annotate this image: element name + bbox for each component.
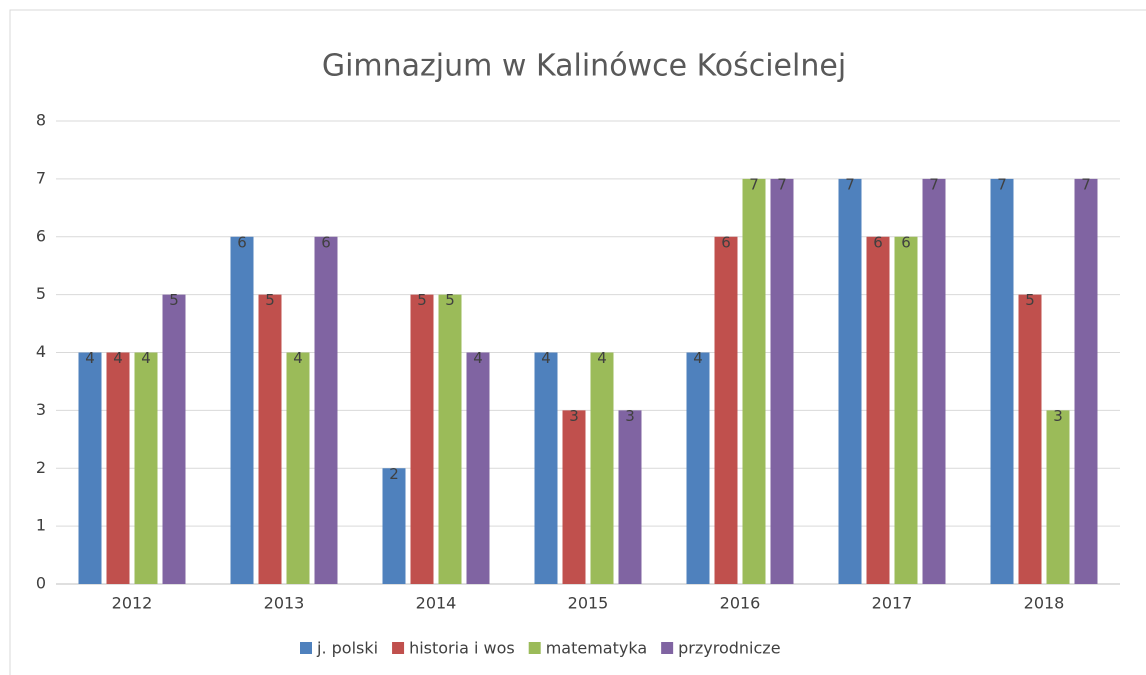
data-label: 6 bbox=[901, 233, 911, 251]
x-tick-label: 2014 bbox=[416, 594, 457, 613]
chart-title: Gimnazjum w Kalinówce Kościelnej bbox=[322, 49, 846, 84]
bar bbox=[258, 294, 282, 584]
y-tick-label: 6 bbox=[36, 226, 46, 245]
bar bbox=[230, 236, 254, 584]
data-label: 7 bbox=[1081, 175, 1091, 193]
bar bbox=[382, 468, 406, 584]
data-label: 5 bbox=[1025, 291, 1035, 309]
data-label: 3 bbox=[1053, 407, 1063, 425]
data-label: 6 bbox=[237, 233, 247, 251]
bar bbox=[590, 352, 614, 584]
y-tick-label: 5 bbox=[36, 284, 46, 303]
data-label: 4 bbox=[141, 349, 151, 367]
bar bbox=[466, 352, 490, 584]
data-label: 2 bbox=[389, 465, 399, 483]
x-tick-label: 2016 bbox=[720, 594, 761, 613]
data-label: 7 bbox=[777, 175, 787, 193]
legend-swatch bbox=[661, 642, 674, 654]
x-tick-label: 2018 bbox=[1024, 594, 1065, 613]
bar bbox=[534, 352, 558, 584]
legend-label: historia i wos bbox=[409, 639, 515, 658]
data-label: 6 bbox=[721, 233, 731, 251]
bar bbox=[438, 294, 462, 584]
legend-label: j. polski bbox=[316, 639, 378, 658]
y-tick-label: 8 bbox=[36, 111, 46, 130]
bar bbox=[286, 352, 310, 584]
bar bbox=[770, 178, 794, 584]
bar bbox=[618, 410, 642, 584]
data-label: 6 bbox=[873, 233, 883, 251]
bar bbox=[162, 294, 186, 584]
y-tick-label: 4 bbox=[36, 342, 46, 361]
bar bbox=[742, 178, 766, 584]
data-label: 5 bbox=[417, 291, 427, 309]
y-tick-label: 1 bbox=[36, 516, 46, 535]
data-label: 7 bbox=[929, 175, 939, 193]
data-label: 5 bbox=[265, 291, 275, 309]
x-tick-label: 2015 bbox=[568, 594, 609, 613]
bar bbox=[78, 352, 102, 584]
data-label: 5 bbox=[169, 291, 179, 309]
data-label: 4 bbox=[113, 349, 123, 367]
bar bbox=[838, 178, 862, 584]
bar bbox=[990, 178, 1014, 584]
x-tick-label: 2012 bbox=[112, 594, 153, 613]
data-label: 5 bbox=[445, 291, 455, 309]
bar bbox=[106, 352, 130, 584]
data-label: 3 bbox=[625, 407, 635, 425]
bar bbox=[134, 352, 158, 584]
data-label: 4 bbox=[597, 349, 607, 367]
bar bbox=[1018, 294, 1042, 584]
data-label: 4 bbox=[293, 349, 303, 367]
bar bbox=[1046, 410, 1070, 584]
bar bbox=[562, 410, 586, 584]
data-label: 4 bbox=[85, 349, 95, 367]
bar bbox=[314, 236, 338, 584]
y-tick-label: 0 bbox=[36, 574, 46, 593]
bar bbox=[922, 178, 946, 584]
bar bbox=[866, 236, 890, 584]
bar bbox=[686, 352, 710, 584]
y-tick-label: 2 bbox=[36, 458, 46, 477]
bar bbox=[1074, 178, 1098, 584]
bar bbox=[714, 236, 738, 584]
data-label: 4 bbox=[541, 349, 551, 367]
data-label: 6 bbox=[321, 233, 331, 251]
y-tick-label: 3 bbox=[36, 400, 46, 419]
data-label: 4 bbox=[693, 349, 703, 367]
x-tick-label: 2013 bbox=[264, 594, 305, 613]
data-label: 3 bbox=[569, 407, 579, 425]
legend-label: matematyka bbox=[546, 639, 647, 658]
legend-swatch bbox=[392, 642, 405, 654]
y-tick-label: 7 bbox=[36, 168, 46, 187]
legend-swatch bbox=[528, 642, 541, 654]
x-tick-label: 2017 bbox=[872, 594, 913, 613]
bar bbox=[894, 236, 918, 584]
bar bbox=[410, 294, 434, 584]
legend-swatch bbox=[300, 642, 312, 654]
data-label: 7 bbox=[845, 175, 855, 193]
data-label: 4 bbox=[473, 349, 483, 367]
data-label: 7 bbox=[997, 175, 1007, 193]
legend-label: przyrodnicze bbox=[678, 639, 780, 658]
data-label: 7 bbox=[749, 175, 759, 193]
